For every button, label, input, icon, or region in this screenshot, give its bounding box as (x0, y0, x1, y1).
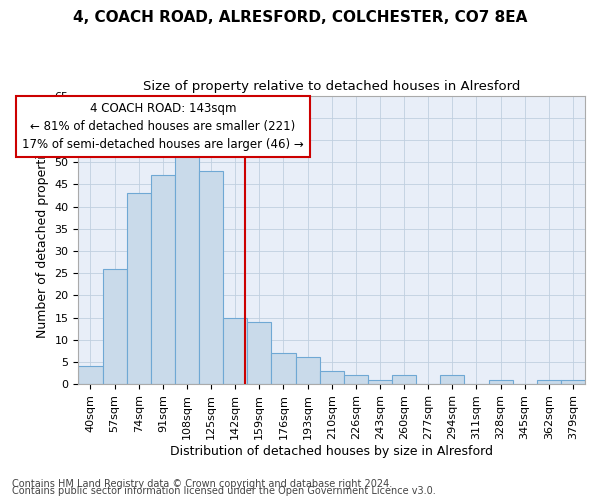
Text: Contains public sector information licensed under the Open Government Licence v3: Contains public sector information licen… (12, 486, 436, 496)
Bar (368, 380, 392, 384)
Bar (151, 176, 175, 384)
Bar (103, 268, 127, 384)
Bar (320, 371, 344, 384)
Bar (392, 375, 416, 384)
Text: Contains HM Land Registry data © Crown copyright and database right 2024.: Contains HM Land Registry data © Crown c… (12, 479, 392, 489)
Text: 4, COACH ROAD, ALRESFORD, COLCHESTER, CO7 8EA: 4, COACH ROAD, ALRESFORD, COLCHESTER, CO… (73, 10, 527, 25)
Title: Size of property relative to detached houses in Alresford: Size of property relative to detached ho… (143, 80, 520, 93)
Bar (223, 318, 247, 384)
Bar (344, 375, 368, 384)
Bar (488, 380, 512, 384)
Bar (440, 375, 464, 384)
Bar (247, 322, 271, 384)
Bar (175, 149, 199, 384)
Y-axis label: Number of detached properties: Number of detached properties (36, 142, 49, 338)
Bar (296, 358, 320, 384)
Bar (199, 171, 223, 384)
Text: 4 COACH ROAD: 143sqm
← 81% of detached houses are smaller (221)
17% of semi-deta: 4 COACH ROAD: 143sqm ← 81% of detached h… (22, 102, 304, 151)
X-axis label: Distribution of detached houses by size in Alresford: Distribution of detached houses by size … (170, 444, 493, 458)
Bar (127, 193, 151, 384)
Bar (79, 366, 103, 384)
Bar (561, 380, 585, 384)
Bar (271, 353, 296, 384)
Bar (537, 380, 561, 384)
